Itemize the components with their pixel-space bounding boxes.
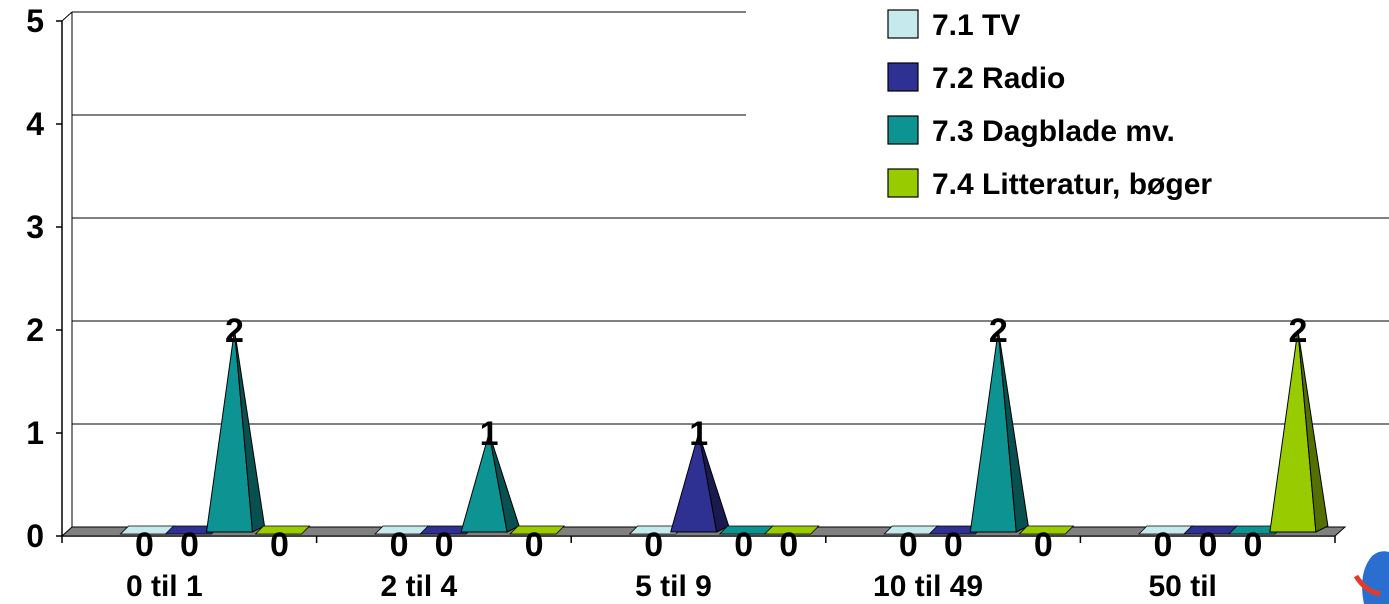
pyramid-side-face <box>698 432 730 533</box>
y-tick-label: 3 <box>26 209 44 245</box>
data-label: 0 <box>944 526 963 564</box>
y-tick-label: 4 <box>26 106 44 142</box>
data-labels: 0 020 0 010 010 0 0 020 0 0 02 <box>135 312 1307 564</box>
legend-swatch <box>887 115 919 145</box>
zero-value-sliver <box>763 525 820 535</box>
data-label: 2 <box>989 312 1008 350</box>
pyramid-side-face <box>488 432 520 533</box>
pyramid-side-face <box>234 329 266 533</box>
legend-label: 7.4 Litteratur, bøger <box>932 168 1212 201</box>
y-tick-label: 5 <box>26 3 44 39</box>
data-label: 2 <box>225 312 244 350</box>
y-axis-ticks: 0 1 2 3 4 5 <box>26 3 62 554</box>
data-label: 0 <box>525 526 544 564</box>
data-label: 0 <box>390 526 409 564</box>
legend-swatch <box>887 9 919 39</box>
data-label: 0 <box>1034 526 1053 564</box>
zero-value-sliver <box>509 525 566 535</box>
x-category-label: 5 til 9 <box>635 570 712 603</box>
data-label: 1 <box>480 415 499 453</box>
data-label: 1 <box>689 415 708 453</box>
legend-swatch <box>887 62 919 92</box>
gridlines <box>72 11 1389 425</box>
data-label: 0 <box>1198 526 1217 564</box>
legend: 7.1 TV 7.2 Radio 7.3 Dagblade mv. 7.4 Litte… <box>887 9 1212 201</box>
data-label: 0 <box>899 526 918 564</box>
data-label: 0 <box>1153 526 1172 564</box>
x-category-label: 10 til 49 <box>873 570 983 603</box>
data-label: 0 <box>1243 526 1262 564</box>
data-label: 2 <box>1288 312 1307 350</box>
zero-value-sliver <box>1018 525 1075 535</box>
data-label: 0 <box>644 526 663 564</box>
x-category-label: 2 til 4 <box>381 570 458 603</box>
legend-label: 7.1 TV <box>932 9 1020 42</box>
pyramid-side-face <box>1297 329 1329 533</box>
x-axis-categories: 0 til 1 2 til 4 5 til 9 10 til 49 50 til <box>126 570 1217 603</box>
data-label: 0 <box>779 526 798 564</box>
legend-label: 7.3 Dagblade mv. <box>932 115 1175 148</box>
y-axis-top-diagonal <box>61 11 73 22</box>
data-label: 0 <box>270 526 289 564</box>
pyramid-side-face <box>997 329 1029 533</box>
logo-fragment <box>1353 551 1389 604</box>
y-tick-label: 1 <box>26 415 44 451</box>
x-category-label: 50 til <box>1149 570 1217 603</box>
zero-value-sliver <box>254 525 311 535</box>
x-category-label: 0 til 1 <box>126 570 203 603</box>
data-label: 0 <box>180 526 199 564</box>
legend-swatch <box>887 168 919 198</box>
data-label: 0 <box>135 526 154 564</box>
legend-label: 7.2 Radio <box>932 62 1065 95</box>
y-tick-label: 2 <box>26 312 44 348</box>
pyramid-bars <box>119 329 1329 535</box>
data-label: 0 <box>435 526 454 564</box>
y-tick-label: 0 <box>26 518 44 554</box>
data-label: 0 <box>734 526 753 564</box>
